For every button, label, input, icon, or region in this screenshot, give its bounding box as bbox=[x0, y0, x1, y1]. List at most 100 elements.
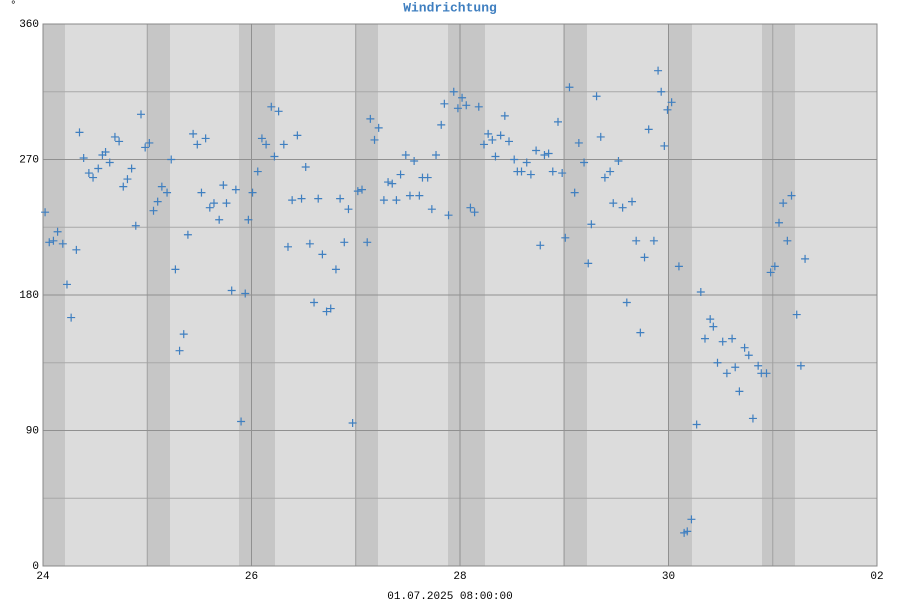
data-point bbox=[141, 143, 150, 152]
x-tick-label: 24 bbox=[36, 571, 50, 583]
data-point bbox=[270, 152, 279, 161]
data-point bbox=[801, 254, 810, 263]
data-point bbox=[344, 205, 353, 214]
data-point bbox=[636, 328, 645, 337]
data-point bbox=[458, 93, 467, 102]
data-point bbox=[297, 194, 306, 203]
data-point bbox=[410, 157, 419, 166]
data-point bbox=[253, 167, 262, 176]
data-point bbox=[779, 199, 788, 208]
data-point bbox=[241, 289, 250, 298]
data-point bbox=[209, 199, 218, 208]
data-point bbox=[762, 369, 771, 378]
x-axis-label: 01.07.2025 08:00:00 bbox=[387, 591, 512, 600]
data-point bbox=[440, 99, 449, 108]
data-point bbox=[713, 358, 722, 367]
data-point bbox=[674, 262, 683, 271]
data-point bbox=[466, 203, 475, 212]
data-point bbox=[283, 242, 292, 251]
data-point bbox=[584, 259, 593, 268]
data-point bbox=[683, 527, 692, 536]
x-tick-label: 02 bbox=[870, 571, 883, 583]
data-point bbox=[115, 137, 124, 146]
x-tick-label: 28 bbox=[453, 571, 466, 583]
plot-frame bbox=[42, 23, 878, 567]
data-point bbox=[796, 361, 805, 370]
data-point bbox=[353, 187, 362, 196]
data-point bbox=[558, 169, 567, 178]
data-point bbox=[657, 87, 666, 96]
data-point bbox=[41, 208, 50, 217]
data-point bbox=[667, 98, 676, 107]
data-point bbox=[366, 114, 375, 123]
data-point bbox=[491, 152, 500, 161]
data-point bbox=[706, 315, 715, 324]
data-point bbox=[687, 515, 696, 524]
data-point bbox=[288, 196, 297, 205]
data-point bbox=[219, 181, 228, 190]
data-point bbox=[314, 194, 323, 203]
data-point bbox=[405, 191, 414, 200]
data-point bbox=[127, 164, 136, 173]
data-point bbox=[766, 268, 775, 277]
data-point bbox=[310, 298, 319, 307]
y-tick-label: 180 bbox=[19, 290, 39, 302]
data-point bbox=[787, 191, 796, 200]
data-point bbox=[484, 129, 493, 138]
data-point bbox=[222, 199, 231, 208]
y-tick-label: 270 bbox=[19, 154, 39, 166]
data-point bbox=[301, 163, 310, 172]
data-point bbox=[215, 215, 224, 224]
data-point bbox=[279, 140, 288, 149]
data-point bbox=[453, 104, 462, 113]
data-point bbox=[622, 298, 631, 307]
data-point bbox=[504, 137, 513, 146]
data-point bbox=[171, 265, 180, 274]
data-point bbox=[58, 239, 67, 248]
data-point bbox=[587, 220, 596, 229]
data-point bbox=[89, 173, 98, 182]
data-point bbox=[770, 262, 779, 271]
data-point bbox=[553, 117, 562, 126]
y-unit: ° bbox=[10, 0, 17, 12]
data-point bbox=[384, 178, 393, 187]
data-point bbox=[101, 147, 110, 156]
data-point bbox=[488, 135, 497, 144]
data-point bbox=[565, 83, 574, 92]
data-point bbox=[696, 287, 705, 296]
data-point bbox=[318, 250, 327, 259]
data-point bbox=[75, 128, 84, 137]
x-tick-label: 26 bbox=[245, 571, 258, 583]
data-point bbox=[444, 211, 453, 220]
data-point bbox=[644, 125, 653, 134]
data-point bbox=[336, 194, 345, 203]
data-point bbox=[401, 150, 410, 159]
data-point bbox=[663, 105, 672, 114]
y-tick-label: 90 bbox=[26, 425, 39, 437]
data-point bbox=[274, 107, 283, 116]
data-point bbox=[374, 123, 383, 132]
data-point bbox=[179, 330, 188, 339]
data-point bbox=[544, 149, 553, 158]
data-point bbox=[470, 208, 479, 217]
data-point bbox=[740, 343, 749, 352]
data-point bbox=[427, 205, 436, 214]
data-point bbox=[632, 236, 641, 245]
data-point bbox=[580, 158, 589, 167]
data-point bbox=[189, 129, 198, 138]
data-point bbox=[606, 167, 615, 176]
data-point bbox=[462, 101, 471, 110]
data-point bbox=[744, 351, 753, 360]
data-point bbox=[517, 167, 526, 176]
data-point bbox=[136, 110, 145, 119]
data-point bbox=[709, 322, 718, 331]
data-point bbox=[248, 188, 257, 197]
data-point bbox=[775, 218, 784, 227]
data-point bbox=[574, 138, 583, 147]
data-point bbox=[474, 102, 483, 111]
data-point bbox=[609, 199, 618, 208]
data-point bbox=[649, 236, 658, 245]
data-point bbox=[145, 138, 154, 147]
data-point bbox=[84, 169, 93, 178]
data-point bbox=[596, 132, 605, 141]
